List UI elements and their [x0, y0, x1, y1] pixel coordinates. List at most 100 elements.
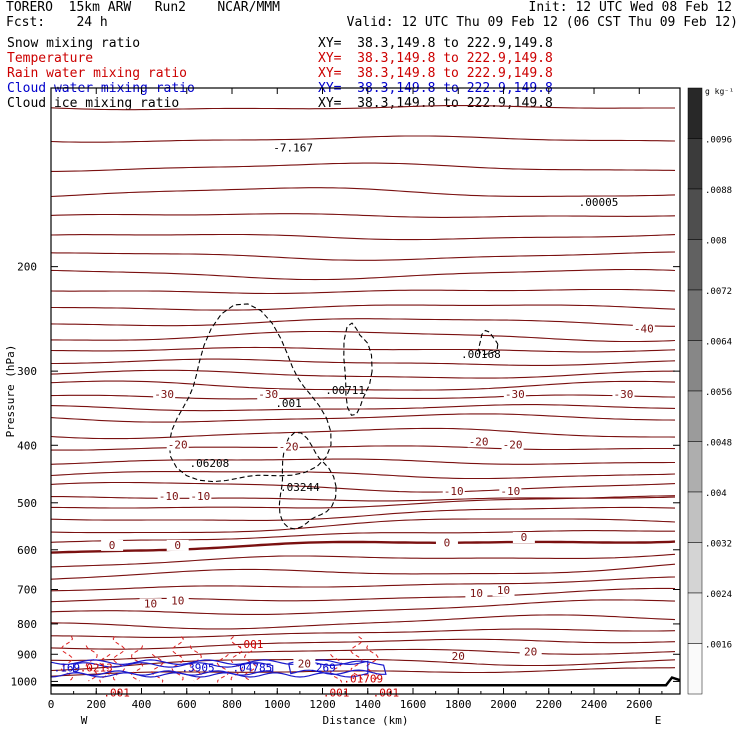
temperature-line	[50, 563, 676, 580]
maximum-label: .0213	[80, 661, 113, 674]
rain-contour	[171, 636, 184, 682]
x-tick-label: 600	[177, 698, 197, 711]
temperature-label: -10	[444, 485, 464, 498]
colorbar-tick-label: .0064	[705, 338, 732, 348]
colorbar-cell	[687, 188, 703, 240]
temperature-label: 20	[298, 658, 311, 671]
colorbar-cell	[687, 340, 703, 392]
colorbar-tick-label: .004	[705, 489, 727, 499]
temperature-line	[50, 251, 676, 261]
rain-contour	[130, 645, 144, 682]
rain-contour	[350, 636, 363, 682]
temperature-label-bg	[435, 537, 458, 549]
temperature-label-bg	[101, 539, 124, 551]
y-tick-label: 700	[17, 584, 37, 597]
maximum-label: .03244	[280, 481, 320, 494]
temperature-line	[50, 553, 676, 568]
temperature-line	[50, 599, 676, 615]
colorbar-cell	[687, 592, 703, 644]
temperature-label-bg	[499, 485, 522, 497]
temperature-label-bg	[153, 389, 176, 401]
maximum-label: .001	[323, 686, 350, 699]
temperature-label: 0	[521, 531, 528, 544]
maximum-label: .06208	[190, 457, 230, 470]
x-tick-label: 1600	[400, 698, 427, 711]
cloud-ice-contours	[168, 303, 499, 530]
temperature-label-bg	[442, 485, 465, 497]
field-cloudice-name: Cloud ice mixing ratio	[7, 96, 180, 111]
temperature-label: -30	[613, 388, 633, 401]
y-tick-label: 500	[17, 497, 37, 510]
y-tick-label: 900	[17, 648, 37, 661]
y-tick-label: 400	[17, 439, 37, 452]
temperature-line	[50, 346, 676, 353]
field-temperature-name: Temperature	[7, 51, 94, 66]
temperature-label-bg	[519, 646, 542, 658]
colorbar-cell	[687, 542, 703, 594]
temperature-line	[50, 380, 676, 391]
rain-contour	[330, 653, 343, 683]
x-tick-label: 2200	[536, 698, 563, 711]
x-tick-label: 200	[86, 698, 106, 711]
temperature-label: -30	[505, 388, 525, 401]
colorbar-tick-label: .0048	[705, 439, 732, 449]
snow-contour	[278, 431, 337, 530]
temperature-label-bg	[257, 389, 280, 401]
y-axis-label: Pressure (hPa)	[4, 345, 17, 438]
temperature-label: 10	[144, 597, 157, 610]
colorbar-cell	[687, 87, 703, 139]
ice-contour	[343, 322, 373, 416]
temperature-line	[50, 135, 676, 143]
field-rain-name: Rain water mixing ratio	[7, 66, 188, 81]
cloud-water-contour	[73, 662, 274, 676]
terrain-line	[51, 676, 681, 687]
temperature-line	[51, 495, 676, 509]
field-cloudice-xy: XY= 38.3,149.8 to 222.9,149.8	[318, 96, 553, 111]
x-tick-label: 1200	[309, 698, 336, 711]
maximum-label: .04785	[232, 661, 272, 674]
temperature-line	[50, 268, 676, 281]
temperature-label-bg	[166, 595, 189, 607]
west-label: W	[81, 714, 88, 727]
temperature-label: 0	[444, 536, 451, 549]
maximum-label: .269	[309, 661, 336, 674]
x-tick-label: 800	[222, 698, 242, 711]
rain-contour	[243, 645, 257, 682]
ice-contour	[478, 329, 499, 356]
colorbar-tick-label: .0032	[705, 540, 732, 550]
header-valid: Valid: 12 UTC Thu 09 Feb 12 (06 CST Thu …	[346, 15, 738, 30]
temperature-label: -10	[159, 490, 179, 503]
colorbar-cell	[687, 643, 703, 695]
temperature-line	[51, 162, 676, 172]
rain-contour	[60, 636, 74, 682]
temperature-line	[50, 614, 676, 630]
temperature-label: -20	[503, 438, 523, 451]
contour-labels: -30 -30 -30 -30 -40 -20 -20 -20 -20 -10 -10 -10 -10 0…	[54, 142, 655, 699]
temperature-label: 0	[174, 539, 181, 552]
rain-contour	[99, 653, 112, 683]
temperature-line	[50, 518, 676, 534]
temperature-label-bg	[492, 585, 515, 597]
temperature-label-bg	[632, 323, 655, 335]
x-tick-label: 400	[132, 698, 152, 711]
maximum-label: .01709	[343, 673, 383, 686]
temperature-line	[50, 658, 676, 672]
temperature-label: -20	[469, 435, 489, 448]
y-tick-label: 300	[17, 365, 37, 378]
maximum-label: .3905	[182, 661, 215, 674]
temperature-label-bg	[139, 598, 162, 610]
temperature-line	[50, 213, 676, 218]
temperature-line	[50, 187, 676, 198]
maximum-label: .00005	[579, 196, 619, 209]
temperature-label: -10	[190, 490, 210, 503]
header-left-line2: Fcst: 24 h	[6, 15, 108, 30]
colorbar-tick-label: .0088	[705, 186, 732, 196]
plot-frame	[50, 87, 681, 695]
temperature-line	[50, 105, 675, 111]
temperature-line	[50, 369, 676, 379]
x-tick-label: 0	[48, 698, 55, 711]
temperature-label-bg	[447, 650, 470, 662]
temperature-label: -10	[500, 485, 520, 498]
colorbar-cell	[687, 491, 703, 543]
cloud-water-contours	[50, 659, 387, 678]
